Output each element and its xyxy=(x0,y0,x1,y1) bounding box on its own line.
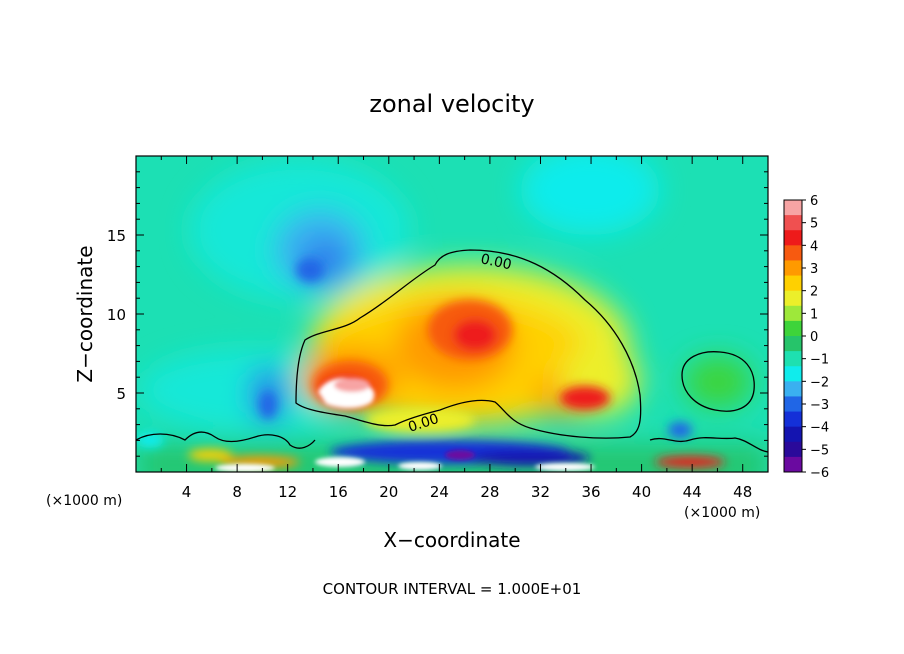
colorbar-tick-label: 5 xyxy=(810,217,818,232)
colorbar-swatch xyxy=(784,230,802,246)
x-unit-left: (×1000 m) xyxy=(46,493,122,509)
y-tick-label: 15 xyxy=(107,227,126,245)
colorbar xyxy=(784,200,802,473)
colorbar-swatch xyxy=(784,351,802,367)
x-tick-label: 44 xyxy=(683,483,702,501)
colorbar-tick-label: 2 xyxy=(810,285,818,300)
contour-interval-note: CONTOUR INTERVAL = 1.000E+01 xyxy=(323,580,582,598)
colorbar-tick-labels: 6 5 4 3 2 1 0 −1 −2 −3 −4 −5 −6 xyxy=(802,194,829,481)
colorbar-swatch xyxy=(784,396,802,412)
x-tick-label: 48 xyxy=(733,483,752,501)
y-axis-label: Z−coordinate xyxy=(73,245,97,382)
chart-figure: zonal velocity xyxy=(0,0,904,654)
colorbar-tick-label: −6 xyxy=(810,466,829,481)
chart-title: zonal velocity xyxy=(369,90,534,118)
colorbar-tick-label: −2 xyxy=(810,375,829,390)
colorbar-swatch xyxy=(784,306,802,322)
colorbar-tick-label: −3 xyxy=(810,398,829,413)
colorbar-swatch xyxy=(784,457,802,473)
colorbar-swatch xyxy=(784,442,802,458)
colorbar-swatch xyxy=(784,336,802,352)
colorbar-swatch xyxy=(784,200,802,216)
x-tick-label: 36 xyxy=(581,483,600,501)
colorbar-swatch xyxy=(784,321,802,337)
x-tick-label: 4 xyxy=(182,483,192,501)
y-tick-label: 10 xyxy=(107,306,126,324)
colorbar-tick-label: 6 xyxy=(810,194,818,209)
y-tick-label: 5 xyxy=(116,385,126,403)
x-tick-label: 12 xyxy=(278,483,297,501)
colorbar-tick-label: 3 xyxy=(810,262,818,277)
colorbar-swatch xyxy=(784,412,802,428)
colorbar-swatch xyxy=(784,245,802,261)
x-tick-label: 24 xyxy=(430,483,449,501)
x-tick-label: 16 xyxy=(329,483,348,501)
colorbar-tick-label: 0 xyxy=(810,330,818,345)
colorbar-swatch xyxy=(784,291,802,307)
colorbar-swatch xyxy=(784,215,802,231)
heatmap-field xyxy=(136,145,768,485)
colorbar-swatch xyxy=(784,260,802,276)
x-tick-label: 40 xyxy=(632,483,651,501)
colorbar-tick-label: 1 xyxy=(810,307,818,322)
colorbar-tick-label: −4 xyxy=(810,421,829,436)
x-tick-label: 8 xyxy=(232,483,242,501)
x-unit-right: (×1000 m) xyxy=(684,505,760,521)
colorbar-swatch xyxy=(784,366,802,382)
colorbar-tick-label: −5 xyxy=(810,443,829,458)
colorbar-swatch xyxy=(784,276,802,292)
x-tick-label: 32 xyxy=(531,483,550,501)
x-tick-label: 28 xyxy=(480,483,499,501)
x-tick-label: 20 xyxy=(379,483,398,501)
colorbar-swatch xyxy=(784,427,802,443)
colorbar-tick-label: 4 xyxy=(810,239,818,254)
colorbar-swatch xyxy=(784,381,802,397)
colorbar-tick-label: −1 xyxy=(810,353,829,368)
x-axis-label: X−coordinate xyxy=(383,528,520,552)
